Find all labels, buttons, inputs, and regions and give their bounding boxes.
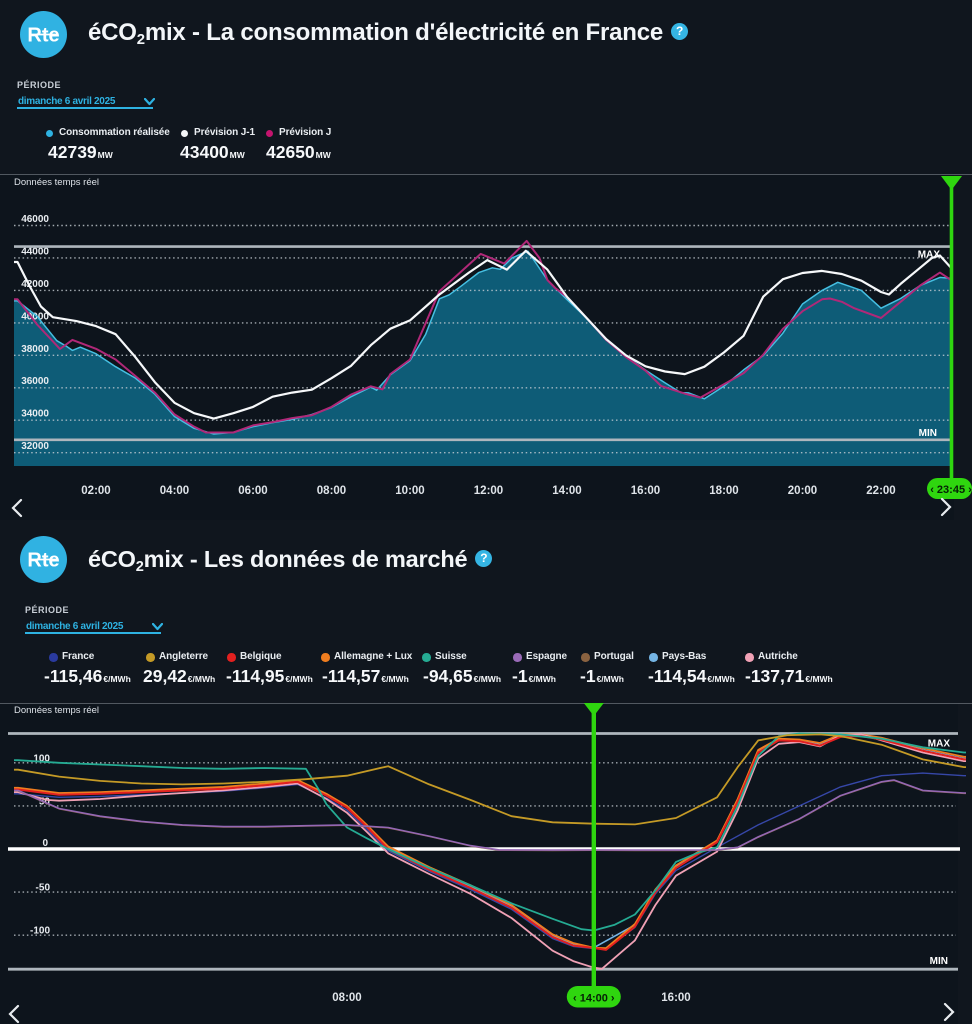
svg-text:34000: 34000 bbox=[21, 409, 49, 420]
svg-text:0: 0 bbox=[42, 838, 48, 849]
svg-text:06:00: 06:00 bbox=[238, 485, 267, 497]
svg-text:46000: 46000 bbox=[21, 214, 49, 225]
svg-text:22:00: 22:00 bbox=[866, 485, 895, 497]
svg-text:MAX: MAX bbox=[918, 250, 941, 261]
svg-text:MAX: MAX bbox=[928, 739, 951, 750]
svg-text:18:00: 18:00 bbox=[709, 485, 738, 497]
svg-text:44000: 44000 bbox=[21, 246, 49, 257]
svg-text:12:00: 12:00 bbox=[474, 485, 503, 497]
svg-text:02:00: 02:00 bbox=[81, 485, 110, 497]
svg-text:16:00: 16:00 bbox=[661, 992, 690, 1004]
svg-text:04:00: 04:00 bbox=[160, 485, 189, 497]
svg-text:Rte: Rte bbox=[27, 25, 59, 47]
svg-text:36000: 36000 bbox=[21, 376, 49, 387]
svg-text:20:00: 20:00 bbox=[788, 485, 817, 497]
svg-text:08:00: 08:00 bbox=[332, 992, 361, 1004]
svg-text:42000: 42000 bbox=[21, 279, 49, 290]
svg-text:10:00: 10:00 bbox=[395, 485, 424, 497]
svg-text:MIN: MIN bbox=[919, 428, 937, 439]
svg-text:-100: -100 bbox=[30, 926, 50, 937]
svg-text:‹ 23:45 ›: ‹ 23:45 › bbox=[930, 484, 972, 496]
svg-text:-50: -50 bbox=[36, 883, 51, 894]
svg-text:14:00: 14:00 bbox=[552, 485, 581, 497]
svg-text:40000: 40000 bbox=[21, 311, 49, 322]
svg-text:‹ 14:00 ›: ‹ 14:00 › bbox=[573, 993, 615, 1005]
svg-text:100: 100 bbox=[33, 753, 50, 764]
svg-text:32000: 32000 bbox=[21, 441, 49, 452]
svg-text:16:00: 16:00 bbox=[631, 485, 660, 497]
svg-text:08:00: 08:00 bbox=[317, 485, 346, 497]
svg-text:Rte: Rte bbox=[27, 550, 59, 572]
svg-text:MIN: MIN bbox=[930, 956, 948, 967]
svg-text:38000: 38000 bbox=[21, 344, 49, 355]
